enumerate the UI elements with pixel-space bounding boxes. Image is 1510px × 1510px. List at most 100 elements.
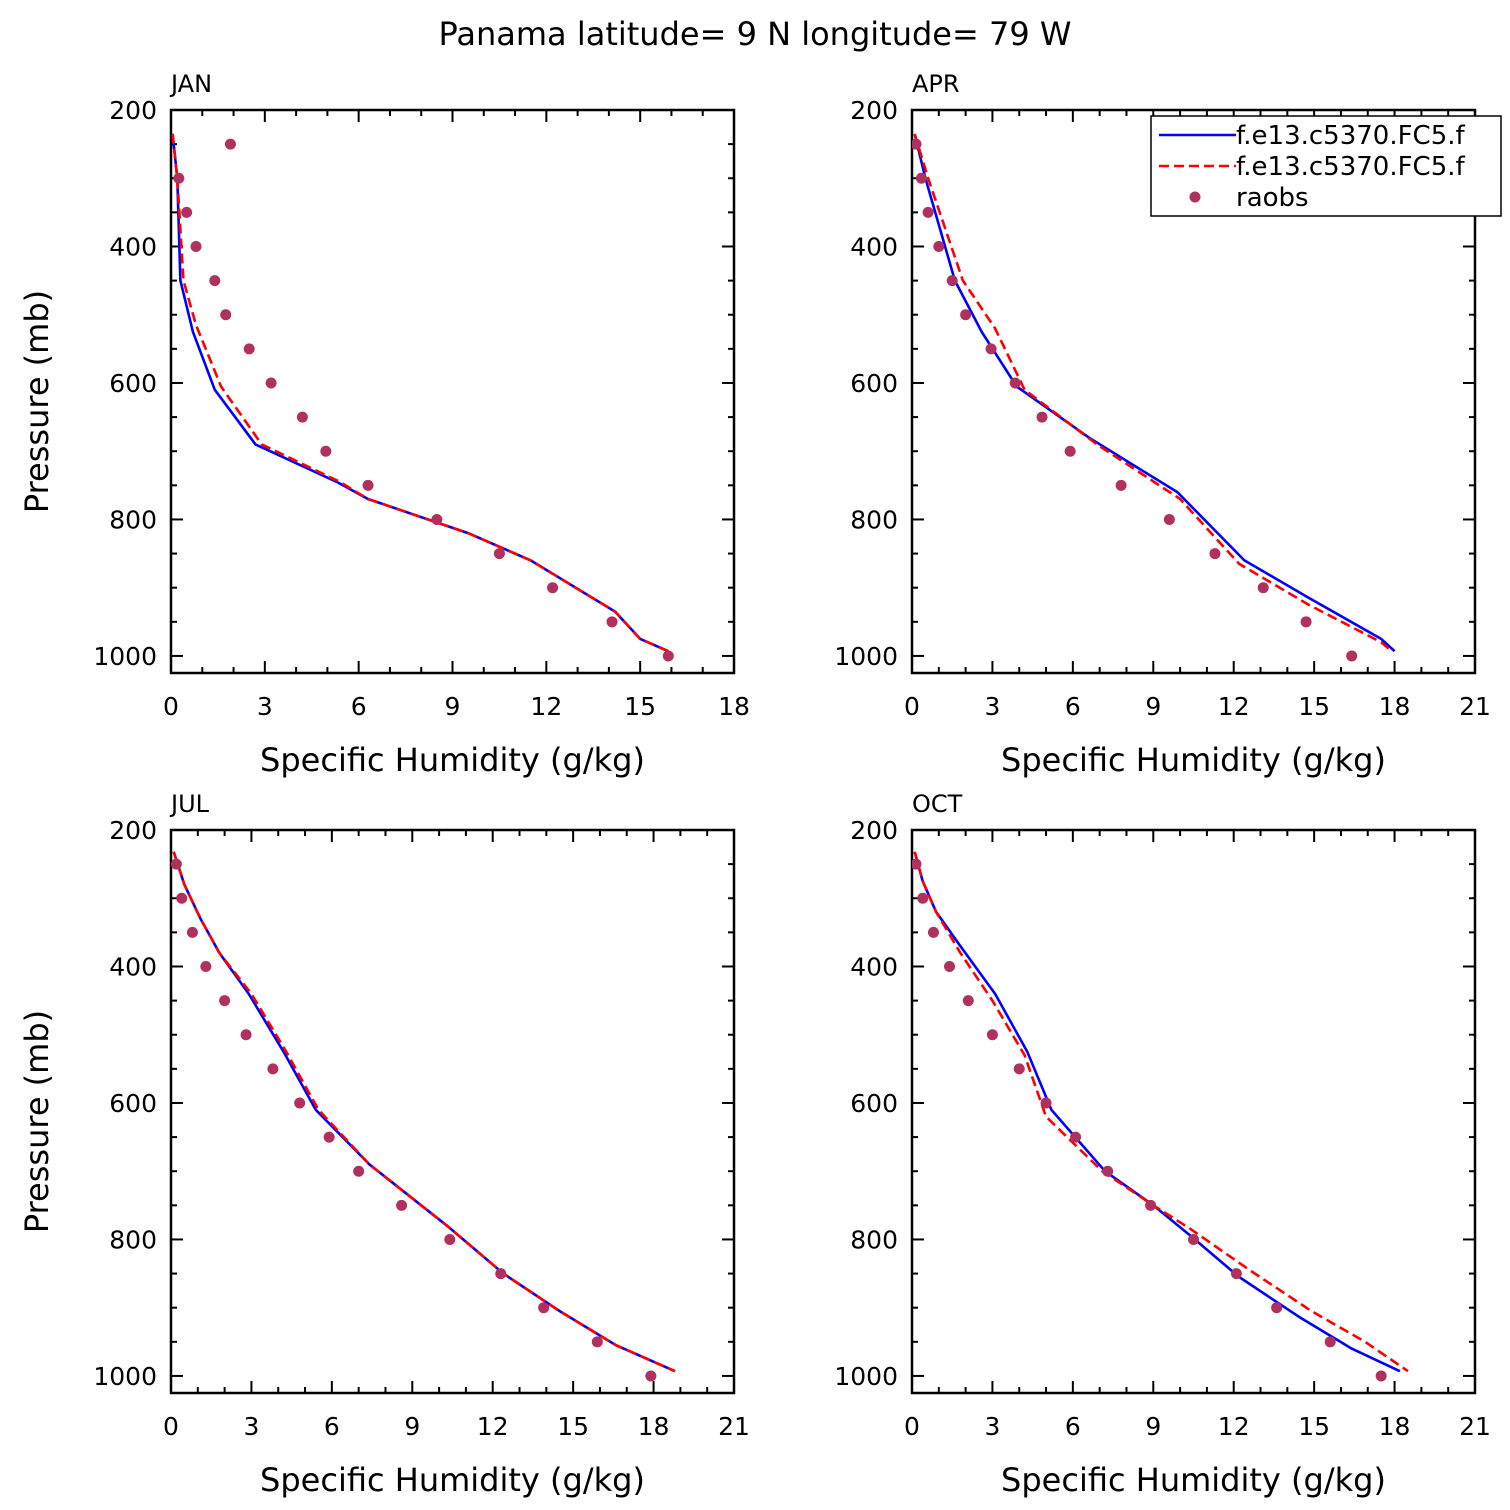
y-tick-label: 400 [109, 232, 157, 261]
raobs-point [986, 1029, 998, 1041]
x-tick-label: 15 [557, 1412, 589, 1441]
raobs-point [960, 309, 972, 321]
x-tick-label: 6 [1065, 692, 1081, 721]
raobs-point [1209, 548, 1221, 560]
y-tick-label: 1000 [834, 642, 898, 671]
model-series-solid [172, 851, 676, 1373]
x-axis-title: Specific Humidity (g/kg) [260, 741, 645, 779]
raobs-point [912, 138, 922, 150]
raobs-point [962, 995, 974, 1007]
raobs-point [922, 206, 934, 218]
x-tick-label: 9 [404, 1412, 420, 1441]
plot-frame [169, 828, 736, 1395]
raobs-point [1324, 1336, 1336, 1348]
model-series-solid [171, 133, 669, 653]
x-tick-label: 9 [1145, 692, 1161, 721]
raobs-point [186, 926, 198, 938]
figure-title: Panama latitude= 9 N longitude= 79 W [439, 15, 1072, 53]
x-tick-label: 6 [1065, 1412, 1081, 1441]
raobs-point [917, 892, 929, 904]
raobs-point [265, 377, 277, 389]
y-tick-label: 800 [109, 505, 157, 534]
legend-label-2: raobs [1236, 183, 1309, 213]
raobs-point [1009, 377, 1021, 389]
panel-label: JUL [169, 790, 210, 818]
raobs-point [176, 892, 188, 904]
x-tick-label: 9 [1145, 1412, 1161, 1441]
raobs-point [1040, 1097, 1052, 1109]
raobs-point [444, 1233, 456, 1245]
raobs-point [1257, 582, 1269, 594]
raobs-point [1102, 1165, 1114, 1177]
legend-label-1: f.e13.c5370.FC5.f [1236, 152, 1466, 182]
raobs-point [173, 172, 185, 184]
x-tick-label: 12 [1218, 1412, 1250, 1441]
x-tick-label: 18 [1379, 1412, 1411, 1441]
raobs-point [243, 343, 255, 355]
raobs-point [1013, 1063, 1025, 1075]
raobs-point [296, 411, 308, 423]
raobs-point [495, 1268, 507, 1280]
panel-jul: 0 3 6 9 12 15 18 21 200 400 600 800 1000 JUL Specific … [18, 790, 750, 1499]
model-series-solid [913, 851, 1401, 1373]
plot-frame [910, 828, 1477, 1395]
raobs-point [220, 309, 232, 321]
x-axis-title: Specific Humidity (g/kg) [1001, 1461, 1386, 1499]
y-tick-label: 1000 [834, 1362, 898, 1391]
x-tick-label: 0 [904, 692, 920, 721]
model-series-dashed [913, 133, 1393, 653]
y-tick-label: 600 [850, 369, 898, 398]
raobs-point [219, 995, 231, 1007]
y-tick-label: 1000 [93, 1362, 157, 1391]
x-tick-label: 12 [477, 1412, 509, 1441]
x-tick-label: 15 [1298, 692, 1330, 721]
raobs-point [1070, 1131, 1082, 1143]
y-tick-label: 200 [109, 816, 157, 845]
x-tick-label: 12 [1218, 692, 1250, 721]
model-series-dashed [171, 133, 669, 653]
raobs-point [606, 616, 618, 628]
raobs-point [591, 1336, 603, 1348]
y-tick-label: 800 [850, 505, 898, 534]
raobs-point [946, 275, 958, 287]
model-series-dashed [172, 851, 676, 1373]
raobs-point [927, 926, 939, 938]
raobs-point [396, 1199, 408, 1211]
y-axis-title: Pressure (mb) [18, 1010, 56, 1233]
raobs-point [294, 1097, 306, 1109]
plot-frame [169, 108, 736, 675]
raobs-point [645, 1370, 657, 1382]
raobs-point [190, 240, 202, 252]
y-tick-label: 200 [850, 96, 898, 125]
legend-marker [1189, 191, 1201, 203]
x-tick-label: 21 [718, 1412, 750, 1441]
x-tick-label: 18 [1379, 692, 1411, 721]
y-tick-label: 400 [850, 952, 898, 981]
model-series-dashed [913, 851, 1409, 1373]
raobs-point [200, 960, 212, 972]
y-tick-label: 800 [850, 1225, 898, 1254]
x-tick-label: 15 [1298, 1412, 1330, 1441]
panel-label: OCT [912, 790, 963, 818]
raobs-point [1346, 650, 1358, 662]
y-tick-label: 400 [850, 232, 898, 261]
raobs-point [1145, 1199, 1157, 1211]
panel-jan: 0 3 6 9 12 15 18 200 400 600 800 1000 JAN Specific Hu… [18, 70, 750, 779]
x-tick-label: 0 [163, 1412, 179, 1441]
panel-oct: 0 3 6 9 12 15 18 21 200 400 600 800 1000 OCT Specific … [834, 790, 1491, 1499]
raobs-point [181, 206, 193, 218]
raobs-point [240, 1029, 252, 1041]
raobs-point [547, 582, 559, 594]
raobs-point [1163, 513, 1175, 525]
y-tick-label: 800 [109, 1225, 157, 1254]
raobs-point [538, 1302, 550, 1314]
panel-label: JAN [169, 70, 212, 98]
raobs-point [209, 275, 221, 287]
plot-frame [910, 108, 1477, 675]
raobs-point [1375, 1370, 1387, 1382]
x-tick-label: 3 [984, 692, 1000, 721]
x-tick-label: 6 [324, 1412, 340, 1441]
raobs-point [915, 172, 927, 184]
raobs-point [362, 479, 374, 491]
